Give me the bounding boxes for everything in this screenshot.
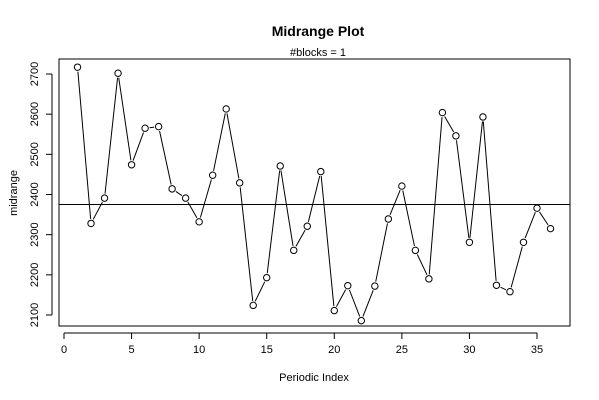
series-segment — [175, 191, 183, 196]
data-point — [154, 122, 163, 131]
data-point — [411, 246, 420, 255]
data-point — [506, 288, 514, 296]
chart-title: Midrange Plot — [272, 23, 365, 39]
series-segment — [320, 176, 335, 307]
y-axis-label: midrange — [8, 170, 20, 216]
x-axis: 0 5 10 15 20 25 30 35 — [61, 332, 543, 356]
series-segment — [348, 289, 361, 317]
data-point — [276, 162, 284, 170]
data-point — [73, 63, 82, 71]
series-segment — [295, 229, 306, 247]
y-axis: 2100 2200 2300 2400 2500 2600 2700 — [29, 62, 53, 327]
data-point — [452, 132, 460, 140]
data-point — [384, 215, 393, 223]
data-point — [181, 194, 190, 202]
series-segment — [149, 126, 155, 129]
data-point — [263, 273, 271, 282]
data-point — [114, 69, 122, 77]
x-tick-label: 35 — [531, 344, 543, 356]
data-point — [398, 182, 406, 190]
data-point — [465, 238, 474, 246]
series-segment — [389, 190, 401, 216]
data-point — [479, 113, 487, 121]
chart-subtitle: #blocks = 1 — [290, 47, 346, 59]
series-segment — [187, 201, 198, 219]
y-tick-label: 2400 — [29, 182, 41, 206]
x-tick-label: 15 — [261, 344, 273, 356]
series-segment — [444, 116, 455, 133]
x-tick-label: 25 — [396, 344, 408, 356]
data-point — [371, 282, 379, 290]
data-point — [195, 218, 203, 226]
data-point — [127, 161, 136, 169]
series-segment — [254, 281, 266, 302]
data-point — [141, 124, 149, 132]
series-segment — [428, 117, 443, 275]
x-axis-label: Periodic Index — [279, 372, 349, 384]
series-segment — [104, 77, 119, 194]
x-tick-label: 10 — [193, 344, 205, 356]
y-tick-label: 2100 — [29, 303, 41, 327]
series-segment — [132, 132, 144, 161]
data-point — [438, 108, 447, 117]
data-point — [344, 281, 352, 290]
series-segment — [482, 121, 497, 281]
y-tick-label: 2500 — [29, 142, 41, 166]
plot-frame — [58, 58, 571, 327]
data-point — [519, 238, 528, 246]
y-tick-label: 2600 — [29, 102, 41, 126]
data-point — [533, 204, 541, 212]
series-segment — [510, 246, 523, 288]
data-point — [303, 222, 311, 230]
data-point — [87, 219, 95, 228]
series-segment — [455, 140, 470, 238]
data-point — [249, 301, 257, 310]
series-segment — [500, 286, 507, 291]
data-point — [546, 224, 555, 233]
series-segment — [307, 175, 321, 222]
series-segment — [159, 130, 172, 185]
series-segment — [118, 77, 132, 161]
data-point — [317, 167, 325, 176]
series-segment — [469, 121, 483, 238]
data-point — [168, 185, 176, 193]
y-tick-label: 2300 — [29, 222, 41, 246]
series-segment — [416, 254, 428, 275]
y-tick-label: 2700 — [29, 62, 41, 86]
series-segment — [335, 289, 347, 307]
series-segment — [266, 170, 281, 274]
x-tick-label: 5 — [129, 344, 135, 356]
series-segment — [280, 170, 294, 246]
series-segment — [77, 71, 92, 219]
x-tick-label: 30 — [463, 344, 475, 356]
y-tick-label: 2200 — [29, 263, 41, 287]
series-segment — [239, 187, 254, 301]
x-tick-label: 0 — [61, 344, 67, 356]
series-segment — [92, 201, 103, 220]
data-point — [357, 316, 366, 325]
series-segment — [375, 223, 388, 282]
x-tick-label: 20 — [328, 344, 340, 356]
series-midrange — [73, 63, 555, 325]
data-point — [492, 281, 501, 289]
series-segment — [402, 190, 415, 247]
series-segment — [362, 290, 374, 317]
data-point — [222, 105, 230, 113]
data-point — [330, 306, 338, 315]
data-point — [208, 171, 217, 179]
series-segment — [226, 113, 240, 179]
data-point — [100, 194, 109, 202]
series-segment — [213, 113, 226, 171]
series-segment — [539, 211, 549, 226]
data-point — [235, 179, 244, 187]
series-segment — [199, 179, 212, 218]
series-segment — [524, 212, 536, 239]
data-point — [290, 246, 298, 255]
data-point — [425, 275, 433, 283]
